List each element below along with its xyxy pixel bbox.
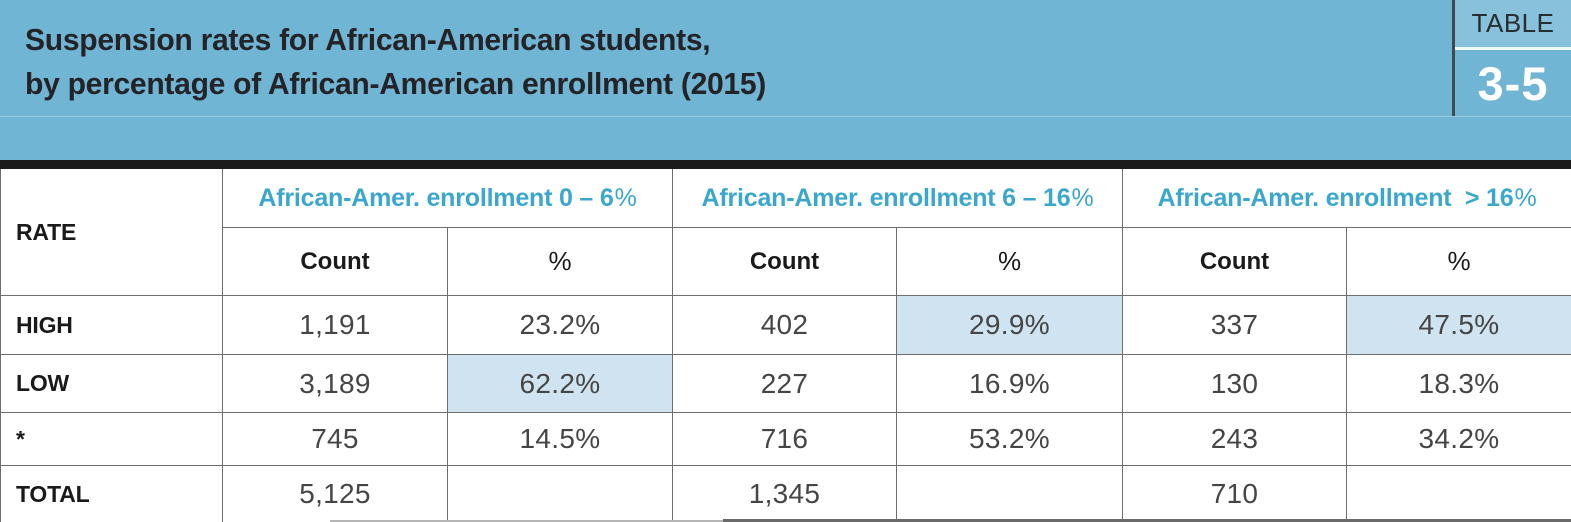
subheader-count-1: Count	[223, 228, 448, 296]
row-label-low: LOW	[0, 355, 223, 413]
table-top-rule	[0, 160, 1571, 169]
table-cell	[1347, 466, 1571, 522]
group-header-0-6: African-Amer. enrollment 0 – 6%	[223, 169, 673, 228]
table-cell: 29.9%	[897, 296, 1123, 355]
suspension-rates-table: RATE African-Amer. enrollment 0 – 6% Afr…	[0, 169, 1571, 522]
table-cell: 47.5%	[1347, 296, 1571, 355]
table-cell	[897, 466, 1123, 522]
table-cell: 1,345	[673, 466, 897, 522]
table-badge-label: TABLE	[1455, 0, 1571, 47]
table-cell: 1,191	[223, 296, 448, 355]
band-divider-line	[0, 116, 1571, 117]
subheader-pct-2: %	[897, 228, 1123, 296]
table-cell: 243	[1123, 413, 1347, 466]
subheader-pct-1: %	[448, 228, 673, 296]
table-cell: 23.2%	[448, 296, 673, 355]
title-line-2: by percentage of African-American enroll…	[25, 66, 767, 101]
subheader-count-3: Count	[1123, 228, 1347, 296]
row-label-high: HIGH	[0, 296, 223, 355]
badge-horizontal-rule	[1455, 47, 1571, 50]
rate-column-header: RATE	[0, 169, 223, 296]
subheader-pct-3: %	[1347, 228, 1571, 296]
row-label-asterisk: *	[0, 413, 223, 466]
table-cell: 16.9%	[897, 355, 1123, 413]
figure-title: Suspension rates for African-American st…	[25, 18, 789, 106]
group-header-0-6-text: African-Amer. enrollment 0 – 6	[258, 183, 614, 212]
group-header-gt16-pct: %	[1514, 183, 1537, 212]
table-cell: 18.3%	[1347, 355, 1571, 413]
title-line-1: Suspension rates for African-American st…	[25, 22, 711, 57]
subheader-count-2: Count	[673, 228, 897, 296]
table-cell: 3,189	[223, 355, 448, 413]
table-cell: 5,125	[223, 466, 448, 522]
table-cell: 34.2%	[1347, 413, 1571, 466]
table-badge-number: 3-5	[1477, 56, 1549, 110]
table-cell: 716	[673, 413, 897, 466]
badge-vertical-rule	[1452, 0, 1455, 116]
row-label-total: TOTAL	[0, 466, 223, 522]
title-band: Suspension rates for African-American st…	[0, 0, 1571, 160]
table-cell: 710	[1123, 466, 1347, 522]
group-header-6-16-pct: %	[1071, 183, 1094, 212]
table-bottom-rule	[723, 519, 1571, 522]
table-cell	[448, 466, 673, 522]
table-bottom-rule-faint	[330, 520, 723, 522]
group-header-6-16-text: African-Amer. enrollment 6 – 16	[701, 183, 1071, 212]
table-cell: 402	[673, 296, 897, 355]
table-cell: 14.5%	[448, 413, 673, 466]
table-cell: 53.2%	[897, 413, 1123, 466]
table-cell: 745	[223, 413, 448, 466]
table-cell: 337	[1123, 296, 1347, 355]
group-header-gt16: African-Amer. enrollment > 16%	[1123, 169, 1571, 228]
table-cell: 227	[673, 355, 897, 413]
table-cell: 130	[1123, 355, 1347, 413]
group-header-6-16: African-Amer. enrollment 6 – 16%	[673, 169, 1123, 228]
table-cell: 62.2%	[448, 355, 673, 413]
group-header-0-6-pct: %	[614, 183, 637, 212]
group-header-gt16-text: African-Amer. enrollment > 16	[1157, 183, 1514, 212]
